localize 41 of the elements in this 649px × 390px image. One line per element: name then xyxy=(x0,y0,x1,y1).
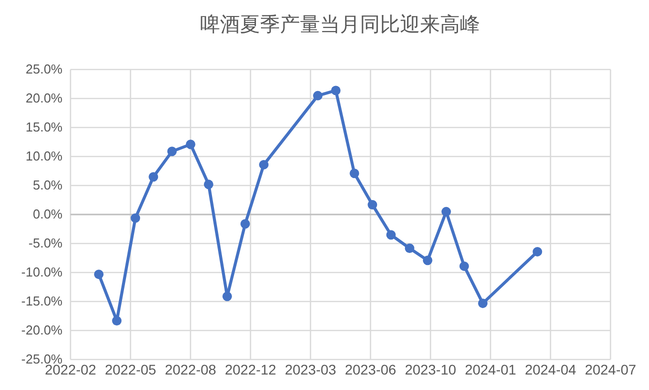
point xyxy=(441,206,451,216)
y-tick-label: 15.0% xyxy=(26,120,63,134)
x-tick-label: 2023-03 xyxy=(284,362,336,378)
point xyxy=(313,90,323,100)
y-tick-label: 20.0% xyxy=(26,90,63,106)
x-tick-label: 2024-01 xyxy=(464,362,516,378)
y-tick-label: -5.0% xyxy=(28,236,63,250)
point xyxy=(368,200,378,210)
point xyxy=(331,86,341,96)
point xyxy=(404,243,414,253)
point xyxy=(350,168,360,178)
point xyxy=(422,256,432,266)
y-tick-label: -20.0% xyxy=(21,322,63,338)
point xyxy=(167,146,177,156)
point xyxy=(222,292,232,302)
point xyxy=(259,160,269,170)
x-tick-label: 2022-12 xyxy=(224,362,276,378)
y-tick-label: -10.0% xyxy=(21,264,63,280)
y-tick-label: 5.0% xyxy=(32,178,63,192)
x-tick-label: 2022-05 xyxy=(104,362,156,378)
point xyxy=(148,172,158,182)
point xyxy=(386,230,396,240)
y-tick-label: 0.0% xyxy=(32,206,63,222)
point xyxy=(204,180,214,190)
point xyxy=(532,246,542,256)
point xyxy=(478,298,488,308)
x-tick-label: 2023-06 xyxy=(344,362,396,378)
y-tick-label: -15.0% xyxy=(21,294,63,308)
point xyxy=(186,140,196,150)
point xyxy=(240,219,250,229)
point xyxy=(459,261,469,271)
chart-title: 啤酒夏季产量当月同比迎来高峰 xyxy=(200,13,480,36)
x-tick-label: 2022-08 xyxy=(164,362,216,378)
point xyxy=(130,213,140,223)
x-tick-label: 2024-04 xyxy=(524,362,576,378)
y-tick-label: 10.0% xyxy=(26,148,63,164)
x-tick-label: 2023-10 xyxy=(404,362,456,378)
point xyxy=(94,270,104,280)
x-tick-label: 2024-07 xyxy=(584,362,636,378)
point xyxy=(112,316,122,326)
y-tick-label: 25.0% xyxy=(26,62,63,76)
